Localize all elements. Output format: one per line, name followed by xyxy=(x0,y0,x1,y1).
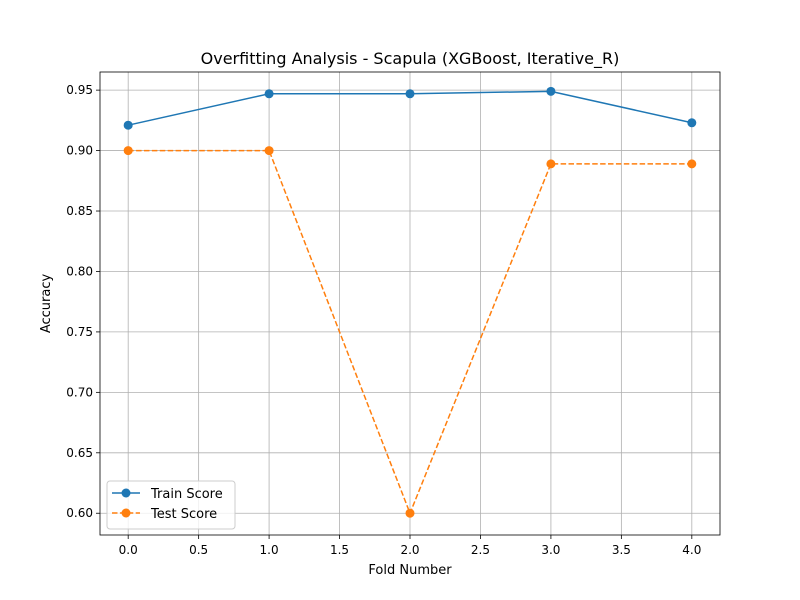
grid-lines xyxy=(100,72,720,535)
x-tick-label: 2.5 xyxy=(471,543,490,557)
y-tick-label: 0.95 xyxy=(66,83,93,97)
y-tick-label: 0.75 xyxy=(66,325,93,339)
legend-test-score-label: Test Score xyxy=(150,507,217,522)
x-tick-label: 4.0 xyxy=(682,543,701,557)
x-tick-label: 3.0 xyxy=(541,543,560,557)
y-tick-label: 0.90 xyxy=(66,144,93,158)
train-score-point xyxy=(123,120,133,130)
legend: Train Score Test Score xyxy=(106,480,236,530)
chart-title: Overfitting Analysis - Scapula (XGBoost,… xyxy=(201,49,620,69)
y-tick-label: 0.85 xyxy=(66,204,93,218)
axis-ticks: 0.0 0.5 1.0 1.5 2.0 2.5 3.0 3.5 4.0 0.60 0.65 0.70 0… xyxy=(66,83,701,557)
y-tick-label: 0.65 xyxy=(66,446,93,460)
train-score-point xyxy=(687,118,697,128)
legend-test-score-marker xyxy=(121,508,131,518)
test-score-point xyxy=(546,159,556,169)
x-tick-label: 0.5 xyxy=(189,543,208,557)
y-tick-label: 0.70 xyxy=(66,385,93,399)
x-tick-label: 1.0 xyxy=(260,543,279,557)
series-group xyxy=(123,86,697,518)
train-score-point xyxy=(264,89,274,99)
y-tick-label: 0.80 xyxy=(66,264,93,278)
x-tick-label: 1.5 xyxy=(330,543,349,557)
x-axis-label: Fold Number xyxy=(368,563,452,578)
test-score-point xyxy=(687,159,697,169)
legend-train-score-marker xyxy=(121,488,131,498)
y-axis-label: Accuracy xyxy=(39,274,54,334)
test-score-point xyxy=(264,146,274,156)
x-tick-label: 0.0 xyxy=(119,543,138,557)
x-tick-label: 3.5 xyxy=(612,543,631,557)
test-score-point xyxy=(405,508,415,518)
y-tick-label: 0.60 xyxy=(66,506,93,520)
train-score-point xyxy=(405,89,415,99)
train-score-point xyxy=(546,86,556,96)
legend-train-score-label: Train Score xyxy=(150,487,223,502)
x-tick-label: 2.0 xyxy=(400,543,419,557)
test-score-point xyxy=(123,146,133,156)
